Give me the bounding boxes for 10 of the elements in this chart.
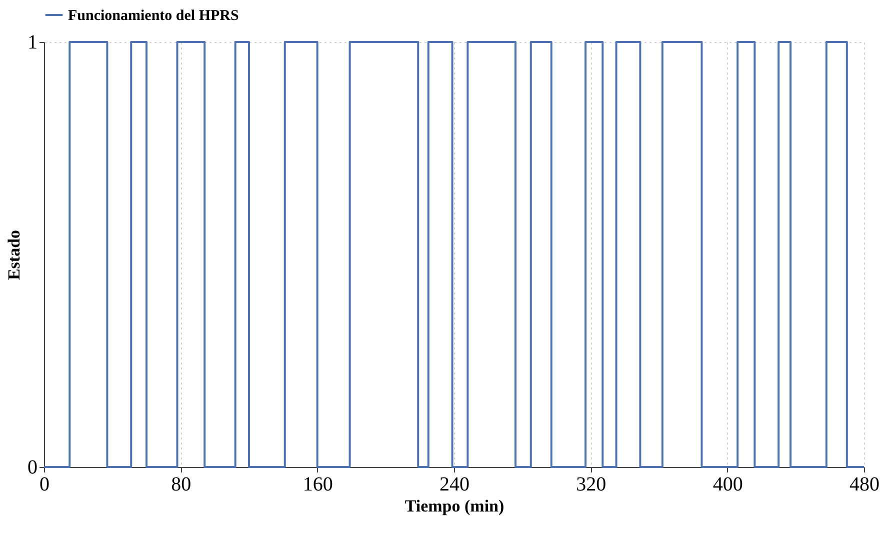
x-tick-label: 160 xyxy=(302,474,333,496)
x-tick-label: 400 xyxy=(712,474,743,496)
x-tick-label: 80 xyxy=(171,474,192,496)
y-tick-label: 1 xyxy=(28,32,38,54)
x-tick-label: 480 xyxy=(850,474,880,496)
y-axis-title: Estado xyxy=(4,230,24,280)
x-tick-label: 320 xyxy=(576,474,606,496)
x-tick-label: 240 xyxy=(440,474,470,496)
legend-label: Funcionamiento del HPRS xyxy=(68,8,239,24)
x-axis-title: Tiempo (min) xyxy=(404,496,504,516)
